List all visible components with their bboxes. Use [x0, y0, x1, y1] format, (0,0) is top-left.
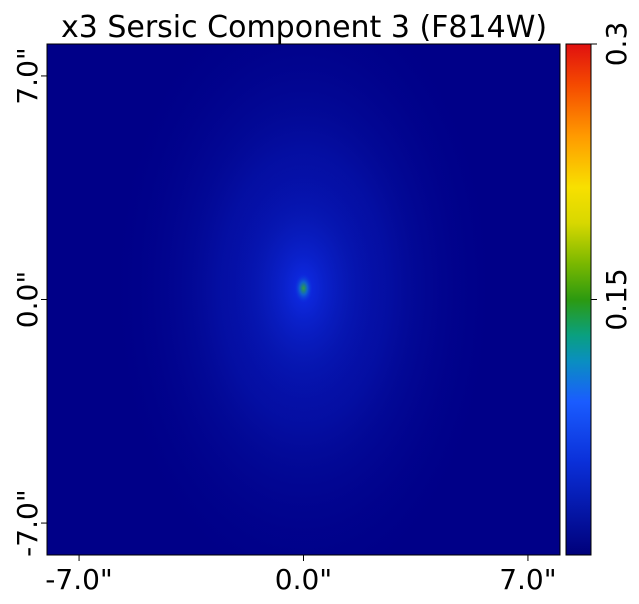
- y-tick-label: 0.0": [11, 271, 44, 328]
- y-axis-ticks: -7.0" 0.0" 7.0": [11, 47, 47, 557]
- y-tick-label: 7.0": [11, 47, 44, 104]
- y-tick-label: -7.0": [11, 489, 44, 557]
- heatmap-plot: [47, 44, 560, 555]
- chart-title: x3 Sersic Component 3 (F814W): [61, 10, 547, 45]
- colorbar-tick-label: 0.15: [600, 268, 633, 330]
- x-tick-label: 0.0": [275, 563, 332, 596]
- x-tick-label: 7.0": [499, 563, 556, 596]
- colorbar: [565, 43, 592, 556]
- x-axis-ticks: -7.0" 0.0" 7.0": [45, 555, 557, 596]
- colorbar-ticks: 0.15 0.3: [591, 22, 633, 331]
- x-tick-label: -7.0": [45, 563, 113, 596]
- colorbar-tick-label: 0.3: [600, 22, 633, 67]
- sersic-core-peak: [294, 273, 313, 303]
